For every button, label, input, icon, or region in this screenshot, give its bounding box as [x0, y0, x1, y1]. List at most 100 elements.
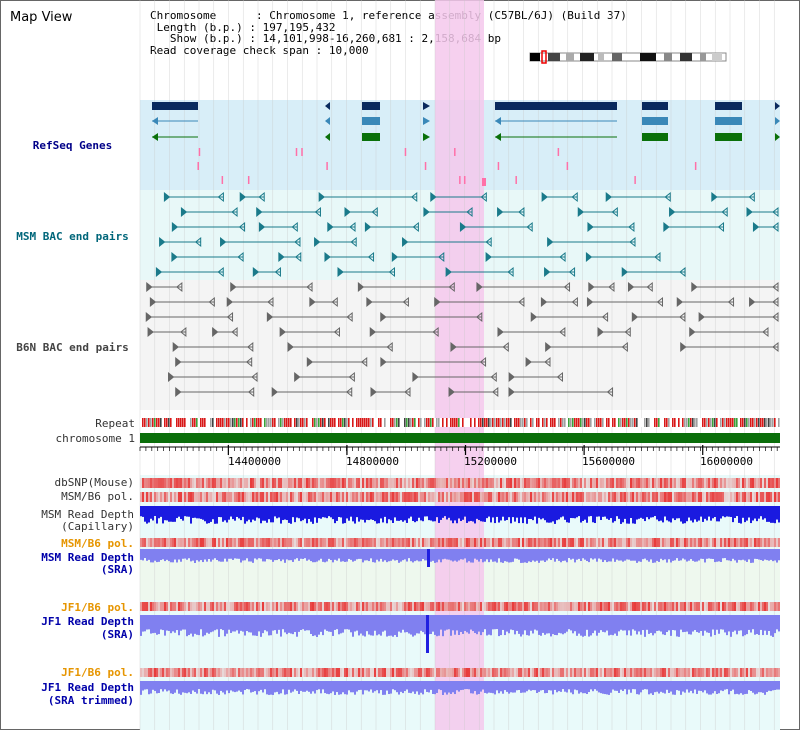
jf1-b6-pol-mark: [684, 602, 686, 611]
bac-end-pair-tracks[interactable]: [145, 191, 779, 398]
jf1-b6-pol-mark: [480, 602, 482, 611]
jf1-depth-sra-bar: [186, 615, 188, 637]
msm-depth-sra-bar: [278, 549, 280, 560]
jf1-depth-sra-bar: [362, 615, 364, 636]
jf1-b6-pol-trimmed-mark: [292, 668, 294, 677]
msm-depth-sra-bar: [282, 549, 284, 560]
msm-b6-pol-sra-mark: [616, 538, 618, 547]
msm-b6-pol-mark: [324, 492, 326, 502]
jf1-depth-sra-bar: [622, 615, 624, 631]
msm-b6-pol-mark: [728, 492, 730, 502]
dbsnp-mark: [746, 478, 748, 488]
msm-depth-capillary-bar: [460, 506, 462, 522]
jf1-depth-sra-bar: [468, 615, 470, 634]
jf1-b6-pol-mark: [388, 602, 390, 611]
jf1-b6-pol-mark: [198, 602, 200, 611]
msm-depth-capillary-bar: [326, 506, 328, 519]
read-depth-tracks: [140, 506, 780, 695]
jf1-depth-sra-bar: [518, 615, 520, 634]
msm-depth-sra-bar: [602, 549, 604, 563]
refseq-gene-marker: [325, 102, 330, 110]
jf1-b6-pol-mark: [254, 602, 256, 611]
repeat-mark: [200, 418, 202, 427]
dbsnp-mark: [348, 478, 350, 488]
msm-depth-sra-bar: [668, 549, 670, 560]
jf1-depth-sra-bar: [440, 615, 442, 630]
track-label-msm-bac: MSM BAC end pairs: [16, 230, 129, 243]
msm-b6-pol-mark: [252, 492, 254, 502]
jf1-depth-sra-bar: [246, 615, 248, 632]
jf1-b6-pol-trimmed-mark: [726, 668, 728, 677]
dbsnp-mark: [662, 478, 664, 488]
jf1-depth-trimmed-bar: [582, 681, 584, 694]
jf1-depth-sra-bar: [312, 615, 314, 637]
jf1-depth-sra-bar: [198, 615, 200, 636]
msm-b6-pol-sra-mark: [560, 538, 562, 547]
msm-depth-sra-bar: [372, 549, 374, 563]
jf1-depth-sra-bar: [644, 615, 646, 637]
msm-depth-sra-bar: [596, 549, 598, 562]
msm-bac-pair-end: [752, 221, 760, 233]
b6n-bac-pair-end: [624, 326, 631, 338]
refseq-tick: [694, 162, 697, 170]
refseq-gene-track[interactable]: [152, 102, 780, 186]
msm-depth-capillary-bar: [382, 506, 384, 523]
msm-depth-sra-bar: [216, 549, 218, 560]
msm-depth-capillary-bar: [350, 506, 352, 517]
msm-b6-pol-sra-mark: [650, 538, 652, 547]
b6n-bac-pair-end: [508, 371, 515, 383]
jf1-depth-sra-bar: [658, 615, 660, 631]
msm-b6-pol-mark: [692, 492, 694, 502]
msm-depth-sra-bar: [398, 549, 400, 563]
jf1-depth-sra-bar: [634, 615, 636, 631]
jf1-depth-trimmed-bar: [156, 681, 158, 694]
jf1-depth-sra-bar: [474, 615, 476, 633]
repeat-mark: [664, 418, 666, 427]
jf1-depth-trimmed-bar: [188, 681, 190, 693]
jf1-depth-sra-bar: [590, 615, 592, 636]
msm-b6-pol-sra-mark: [300, 538, 302, 547]
jf1-b6-pol-mark: [226, 602, 228, 611]
jf1-b6-pol-trimmed-mark: [394, 668, 396, 677]
msm-b6-pol-mark: [562, 492, 564, 502]
jf1-depth-trimmed-bar: [206, 681, 208, 695]
msm-depth-capillary-bar: [412, 506, 414, 522]
jf1-depth-sra-bar: [296, 615, 298, 637]
msm-depth-capillary-bar: [336, 506, 338, 521]
jf1-b6-pol-trimmed-mark: [282, 668, 284, 677]
msm-depth-sra-bar: [676, 549, 678, 559]
msm-depth-capillary-bar: [552, 506, 554, 522]
msm-b6-pol-sra-mark: [464, 538, 466, 547]
msm-depth-sra-bar: [184, 549, 186, 559]
jf1-depth-trimmed-bar: [310, 681, 312, 694]
jf1-depth-sra-bar: [430, 615, 432, 635]
msm-depth-capillary-bar: [748, 506, 750, 518]
dbsnp-mark: [192, 478, 194, 488]
refseq-gene-strand-arrow: [152, 102, 158, 110]
dbsnp-mark: [444, 478, 446, 488]
msm-depth-capillary-bar: [698, 506, 700, 521]
jf1-b6-pol-mark: [524, 602, 526, 611]
dbsnp-mark: [728, 478, 730, 488]
msm-b6-pol-sra-mark: [532, 538, 534, 547]
jf1-depth-sra-bar: [680, 615, 682, 630]
chromosome-ideogram[interactable]: [529, 50, 727, 64]
msm-bac-pair-end: [314, 236, 321, 248]
b6n-bac-pair-end: [369, 326, 377, 338]
msm-depth-sra-bar: [590, 549, 592, 559]
jf1-depth-sra-bar: [666, 615, 668, 632]
jf1-depth-trimmed-bar: [656, 681, 658, 692]
jf1-b6-pol-mark: [764, 602, 766, 611]
jf1-b6-pol-trimmed-mark: [302, 668, 304, 677]
jf1-depth-sra-bar: [722, 615, 724, 630]
msm-bac-pair-end: [497, 206, 504, 218]
msm-b6-pol-sra-mark: [680, 538, 682, 547]
jf1-b6-pol-mark: [266, 602, 268, 611]
msm-b6-pol-mark: [262, 492, 264, 502]
repeat-mark: [596, 418, 598, 427]
msm-b6-pol-sra-mark: [190, 538, 192, 547]
jf1-b6-pol-mark: [558, 602, 560, 611]
msm-depth-capillary-bar: [660, 506, 662, 521]
jf1-depth-sra-bar: [190, 615, 192, 634]
